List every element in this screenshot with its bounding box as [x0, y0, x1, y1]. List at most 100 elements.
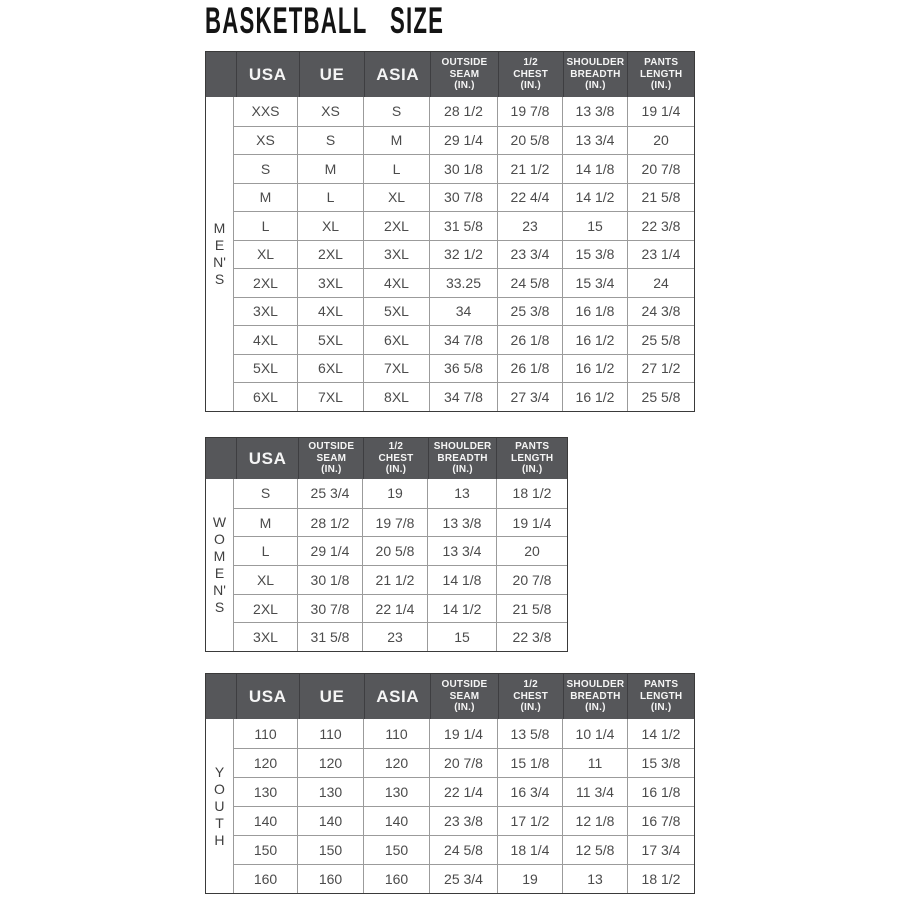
table-row: S 25 3/4 19 13 18 1/2 — [234, 479, 567, 508]
size-cell: 22 4/4 — [497, 183, 562, 211]
table-row: 160 160 160 25 3/4 19 13 18 1/2 — [234, 864, 694, 893]
size-cell: 17 3/4 — [627, 836, 694, 864]
womens-table-body: W O M E N' S S 25 3/4 19 13 18 1/2 M 28 1/2 19 … — [206, 479, 567, 652]
size-cell: 15 1/8 — [497, 749, 562, 777]
womens-table-rows: S 25 3/4 19 13 18 1/2 M 28 1/2 19 7/8 13 3/8 19 1… — [234, 479, 567, 652]
column-header-usa: USA — [235, 438, 299, 479]
size-cell: 140 — [363, 807, 429, 835]
size-cell: 22 3/8 — [627, 212, 694, 240]
size-cell: 20 — [496, 537, 567, 566]
table-row: 4XL 5XL 6XL 34 7/8 26 1/8 16 1/2 25 5/8 — [234, 325, 694, 354]
size-cell: 8XL — [363, 383, 429, 411]
size-cell: 27 3/4 — [497, 383, 562, 411]
size-cell: S — [297, 126, 363, 154]
table-row: 110 110 110 19 1/4 13 5/8 10 1/4 14 1/2 — [234, 719, 694, 748]
size-cell: 14 1/8 — [562, 155, 627, 183]
table-row: 3XL 31 5/8 23 15 22 3/8 — [234, 622, 567, 652]
size-cell: 16 1/2 — [562, 383, 627, 411]
size-cell: 29 1/4 — [429, 126, 497, 154]
size-cell: L — [297, 183, 363, 211]
size-cell: XL — [297, 212, 363, 240]
size-cell: 15 — [562, 212, 627, 240]
size-cell: S — [260, 485, 271, 502]
size-cell: 29 1/4 — [297, 537, 362, 566]
size-cell: 15 — [427, 623, 496, 652]
column-header-ue: UE — [298, 52, 365, 97]
size-cell: 31 5/8 — [297, 623, 362, 652]
size-cell: 32 1/2 — [429, 240, 497, 268]
size-cell: 25 3/4 — [297, 479, 362, 508]
size-cell: L — [363, 155, 429, 183]
size-cell: 16 1/2 — [562, 354, 627, 382]
size-cell: 13 3/8 — [427, 508, 496, 537]
size-cell: 130 — [297, 778, 363, 806]
size-cell: 15 3/4 — [562, 269, 627, 297]
column-header-pants-length: PANTS LENGTH (IN.) — [627, 674, 694, 719]
youth-table-body: Y O U T H 110 110 110 19 1/4 13 5/8 10 1/4 14 … — [206, 719, 694, 893]
size-cell: 110 — [297, 719, 363, 748]
size-cell: 13 — [562, 865, 627, 893]
table-row: M 28 1/2 19 7/8 13 3/8 19 1/4 — [234, 507, 567, 537]
size-cell: 17 1/2 — [497, 807, 562, 835]
size-cell: 6XL — [297, 354, 363, 382]
size-cell: 33.25 — [429, 269, 497, 297]
size-cell: L — [261, 543, 270, 560]
size-cell: 160 — [363, 865, 429, 893]
youth-group-label: Y O U T H — [206, 719, 234, 893]
size-cell: M — [259, 514, 272, 531]
table-row: L 29 1/4 20 5/8 13 3/4 20 — [234, 536, 567, 566]
mens-group-label: M E N' S — [206, 97, 234, 411]
size-cell: 160 — [297, 865, 363, 893]
size-cell: 16 1/8 — [562, 297, 627, 325]
size-cell: 19 1/4 — [496, 508, 567, 537]
size-cell: 110 — [254, 725, 277, 742]
table-row: 130 130 130 22 1/4 16 3/4 11 3/4 16 1/8 — [234, 777, 694, 806]
size-cell: 23 3/8 — [429, 807, 497, 835]
size-cell: 13 3/4 — [562, 126, 627, 154]
column-header-usa: USA — [235, 674, 299, 719]
column-header-shoulder-breadth: SHOULDER BREADTH (IN.) — [562, 52, 628, 97]
column-header-outside-seam: OUTSIDE SEAM (IN.) — [298, 438, 363, 479]
size-cell: 11 — [562, 749, 627, 777]
table-row: 3XL 4XL 5XL 34 25 3/8 16 1/8 24 3/8 — [234, 296, 694, 325]
size-cell: 5XL — [363, 297, 429, 325]
column-header-half-chest: 1/2 CHEST (IN.) — [497, 674, 563, 719]
column-header-outside-seam: OUTSIDE SEAM (IN.) — [430, 674, 498, 719]
size-cell: 21 5/8 — [496, 594, 567, 623]
size-cell: 5XL — [297, 326, 363, 354]
size-cell: 34 7/8 — [429, 326, 497, 354]
size-cell: 14 1/2 — [562, 183, 627, 211]
size-cell: 24 3/8 — [627, 297, 694, 325]
size-cell: 10 1/4 — [562, 719, 627, 748]
size-cell: XXS — [251, 103, 280, 120]
size-cell: 23 — [362, 623, 427, 652]
size-cell: 19 7/8 — [497, 97, 562, 126]
table-row: 120 120 120 20 7/8 15 1/8 11 15 3/8 — [234, 748, 694, 777]
youth-table-rows: 110 110 110 19 1/4 13 5/8 10 1/4 14 1/2 120 120 1… — [234, 719, 694, 893]
size-cell: 22 1/4 — [429, 778, 497, 806]
page-title: BASKETBALL SIZE — [205, 0, 445, 41]
size-cell: 16 1/8 — [627, 778, 694, 806]
column-header-pants-length: PANTS LENGTH (IN.) — [627, 52, 694, 97]
size-cell: 150 — [297, 836, 363, 864]
size-cell: 150 — [363, 836, 429, 864]
size-cell: 21 5/8 — [627, 183, 694, 211]
size-cell: 15 3/8 — [562, 240, 627, 268]
size-cell: 20 5/8 — [497, 126, 562, 154]
size-cell: XL — [256, 246, 275, 263]
size-cell: 15 3/8 — [627, 749, 694, 777]
size-cell: 23 1/4 — [627, 240, 694, 268]
size-cell: 2XL — [363, 212, 429, 240]
size-cell: 150 — [253, 842, 278, 858]
size-cell: 3XL — [253, 629, 278, 646]
size-cell: 25 5/8 — [627, 326, 694, 354]
size-cell: 13 3/4 — [427, 537, 496, 566]
size-cell: 36 5/8 — [429, 354, 497, 382]
size-cell: 13 3/8 — [562, 97, 627, 126]
column-header-half-chest: 1/2 CHEST (IN.) — [363, 438, 428, 479]
size-cell: 5XL — [253, 360, 278, 377]
table-row: 2XL 30 7/8 22 1/4 14 1/2 21 5/8 — [234, 593, 567, 623]
column-header-asia: ASIA — [364, 52, 430, 97]
womens-group-label: W O M E N' S — [206, 479, 234, 652]
column-header-shoulder-breadth: SHOULDER BREADTH (IN.) — [562, 674, 628, 719]
